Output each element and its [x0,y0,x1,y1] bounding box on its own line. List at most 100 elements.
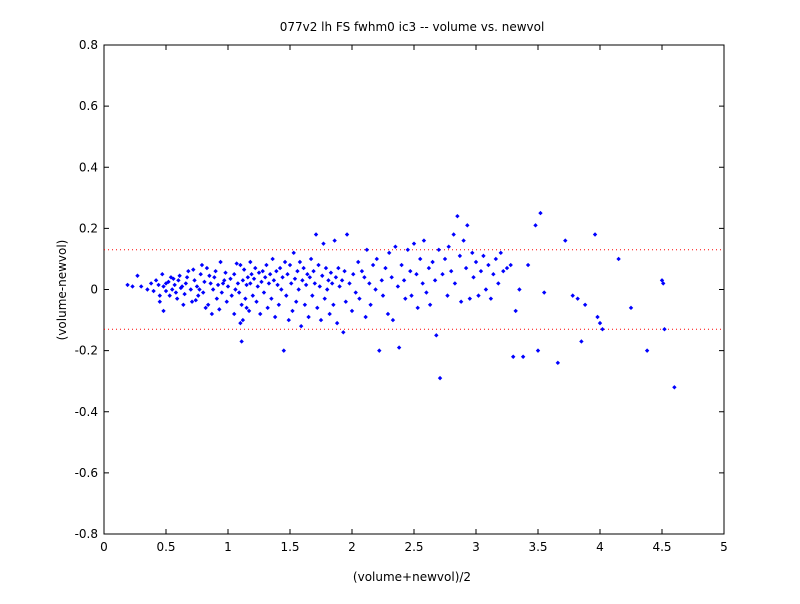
data-point [401,278,407,283]
data-point [451,232,456,237]
data-point [275,282,280,288]
data-point [600,327,605,332]
data-point [181,302,186,307]
data-point [153,278,159,283]
y-tick-label: -0.4 [75,405,98,419]
data-point [575,296,580,301]
chart-title: 077v2 lh FS fwhm0 ic3 -- volume vs. newv… [280,20,545,34]
data-point [317,284,322,289]
data-point [313,232,319,237]
y-axis-label: (volume-newvol) [55,240,69,341]
data-point [405,247,410,252]
data-point [306,314,311,320]
data-point [344,232,350,237]
data-point [367,281,372,286]
data-point [210,287,216,292]
data-point [478,268,484,274]
data-point [233,287,238,292]
data-point [327,311,332,317]
x-tick-label: 1 [224,540,232,554]
data-point [409,293,414,298]
x-tick-label: 0 [100,540,108,554]
y-tick-label: 0.4 [79,160,98,174]
data-point [272,314,278,320]
data-point [248,259,253,265]
data-point [161,308,166,314]
data-point [349,308,355,314]
data-point [303,282,309,288]
data-point [253,265,258,271]
data-point [592,232,598,237]
data-point [415,305,420,311]
data-point [265,305,270,311]
data-point [379,278,384,283]
data-point [672,385,677,390]
data-point [329,281,335,286]
data-point [228,276,233,282]
y-axis-ticks: -0.8 -0.6 -0.4 -0.2 0 0.2 0.4 0.6 0.8 [75,38,724,541]
data-point [463,265,469,271]
data-point [148,281,154,286]
data-point [316,262,321,268]
data-point [266,281,272,286]
data-point [238,262,243,268]
data-point [341,330,346,335]
data-point [385,311,391,317]
data-point [357,296,362,301]
data-point [437,375,443,381]
data-point [364,247,370,252]
data-point [294,299,299,304]
data-point [292,276,298,282]
data-point [493,256,499,262]
data-point [517,287,522,292]
data-point [467,296,472,301]
x-axis-ticks: 0 0.5 1 1.5 2 2.5 3 3.5 4 4.5 5 [100,45,728,554]
data-point [151,288,156,294]
data-point [213,268,218,274]
data-point [251,276,257,282]
data-point [163,281,169,286]
data-point [311,268,316,274]
data-point [501,268,506,274]
data-point [174,296,180,301]
data-point [244,305,249,311]
data-point [239,339,244,344]
data-point [339,278,345,283]
data-point [525,262,531,268]
data-point [662,327,667,332]
data-point [343,299,348,304]
data-point [208,281,213,286]
data-point [246,308,252,314]
data-point [383,265,388,271]
data-point [290,308,295,314]
data-point [125,282,130,288]
data-point [538,210,543,216]
data-point [563,238,568,243]
data-point [628,305,634,311]
data-point [264,262,269,268]
y-tick-label: -0.8 [75,527,98,541]
data-point [248,281,253,286]
data-point [465,223,470,228]
data-point [298,323,304,329]
data-point [282,259,288,265]
data-point [301,265,306,271]
data-point [430,259,435,265]
data-point [161,284,166,289]
x-tick-label: 1.5 [280,540,299,554]
data-point [310,293,315,298]
data-point [449,268,454,274]
data-point [274,268,279,274]
data-point [172,282,177,288]
data-point [418,256,423,262]
data-point [403,296,408,301]
data-point [196,293,201,298]
data-point [597,320,603,326]
data-point [219,290,224,295]
data-point [191,267,196,272]
data-point [280,275,285,280]
data-point [520,354,526,359]
data-point [308,256,314,262]
data-point [390,317,396,323]
